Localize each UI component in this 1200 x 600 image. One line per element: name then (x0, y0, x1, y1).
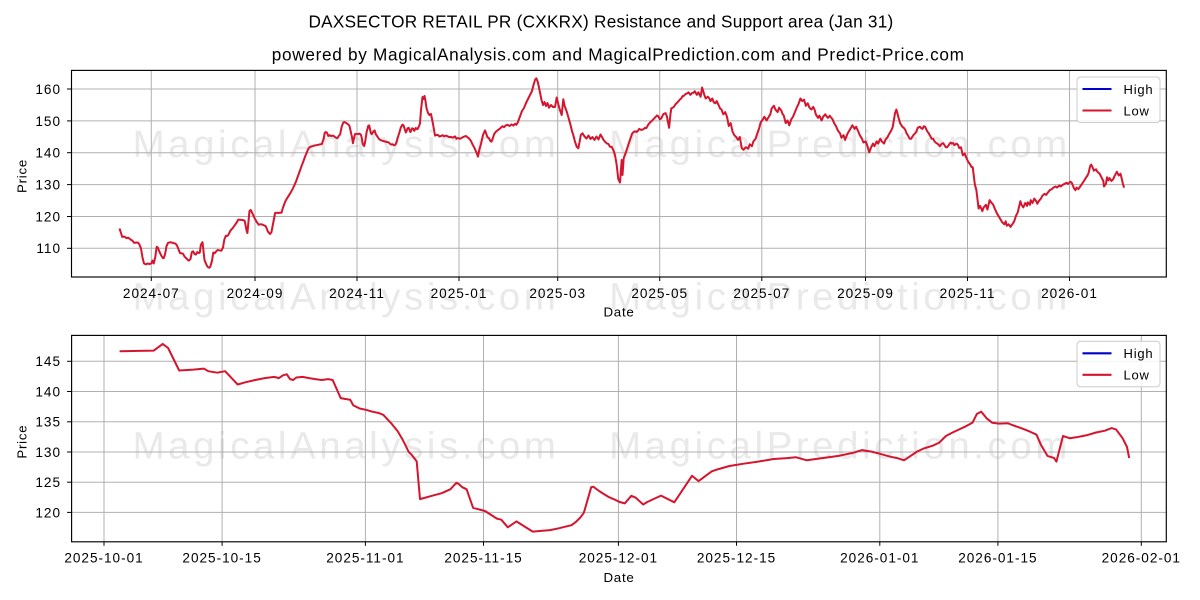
svg-text:2024-11: 2024-11 (329, 286, 385, 301)
svg-text:2025-12-01: 2025-12-01 (579, 551, 658, 566)
svg-text:120: 120 (35, 505, 61, 520)
svg-text:2025-11-01: 2025-11-01 (326, 551, 404, 566)
svg-text:2025-03: 2025-03 (529, 286, 586, 301)
svg-text:140: 140 (35, 384, 61, 399)
svg-text:2025-11-15: 2025-11-15 (444, 551, 522, 566)
svg-text:2025-05: 2025-05 (631, 286, 688, 301)
svg-text:2025-12-15: 2025-12-15 (697, 551, 776, 566)
svg-text:110: 110 (36, 241, 61, 256)
svg-text:145: 145 (35, 354, 61, 369)
svg-text:MagicalPrediction.com: MagicalPrediction.com (609, 276, 1071, 319)
svg-text:150: 150 (35, 114, 61, 129)
svg-text:125: 125 (35, 475, 61, 490)
svg-text:2026-02-01: 2026-02-01 (1102, 551, 1181, 566)
svg-text:2025-10-15: 2025-10-15 (182, 551, 261, 566)
svg-text:2024-07: 2024-07 (123, 286, 180, 301)
svg-text:2025-07: 2025-07 (733, 286, 790, 301)
svg-text:Date: Date (603, 305, 634, 320)
svg-text:135: 135 (35, 415, 61, 430)
svg-text:MagicalAnalysis.com: MagicalAnalysis.com (133, 276, 560, 319)
svg-text:2026-01: 2026-01 (1041, 286, 1098, 301)
svg-text:2026-01-01: 2026-01-01 (840, 551, 919, 566)
svg-text:Low: Low (1124, 103, 1150, 118)
svg-text:Price: Price (15, 425, 30, 459)
svg-text:Price: Price (15, 159, 30, 193)
svg-text:High: High (1124, 82, 1154, 97)
svg-text:2024-09: 2024-09 (227, 286, 284, 301)
svg-text:MagicalPrediction.com: MagicalPrediction.com (609, 123, 1071, 166)
svg-text:powered by MagicalAnalysis.com: powered by MagicalAnalysis.com and Magic… (272, 44, 965, 64)
svg-text:2025-09: 2025-09 (837, 286, 894, 301)
svg-text:120: 120 (35, 209, 61, 224)
svg-text:MagicalPrediction.com: MagicalPrediction.com (609, 425, 1071, 468)
svg-text:140: 140 (35, 146, 61, 161)
svg-text:130: 130 (35, 178, 61, 193)
svg-text:2025-10-01: 2025-10-01 (64, 551, 143, 566)
svg-text:MagicalAnalysis.com: MagicalAnalysis.com (133, 425, 560, 468)
svg-text:DAXSECTOR RETAIL PR (CXKRX) Re: DAXSECTOR RETAIL PR (CXKRX) Resistance a… (309, 12, 894, 32)
svg-text:MagicalAnalysis.com: MagicalAnalysis.com (133, 123, 560, 166)
svg-text:160: 160 (35, 82, 61, 97)
svg-text:2025-11: 2025-11 (940, 286, 996, 301)
svg-text:2025-01: 2025-01 (431, 286, 488, 301)
svg-text:High: High (1124, 346, 1154, 361)
svg-text:Date: Date (603, 570, 634, 585)
svg-text:Low: Low (1124, 368, 1150, 383)
svg-text:2026-01-15: 2026-01-15 (958, 551, 1037, 566)
svg-text:130: 130 (35, 445, 61, 460)
